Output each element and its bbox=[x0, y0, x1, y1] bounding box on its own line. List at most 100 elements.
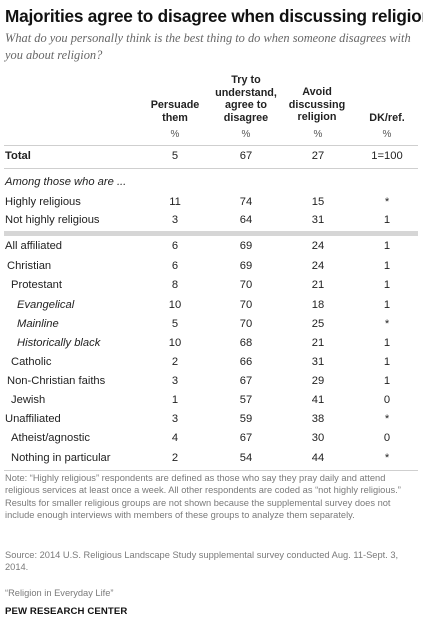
cell-persuade: 2 bbox=[171, 356, 179, 368]
cell-avoid: 44 bbox=[311, 452, 325, 464]
cell-persuade: 8 bbox=[171, 279, 179, 291]
chart-title: Majorities agree to disagree when discus… bbox=[5, 6, 423, 26]
cell-persuade: 11 bbox=[169, 196, 181, 208]
cell-persuade: 3 bbox=[171, 214, 179, 226]
table-row: Catholic 2 66 31 1 bbox=[0, 356, 423, 376]
table-row: Evangelical 10 70 18 1 bbox=[0, 299, 423, 319]
cell-dkref: 1 bbox=[383, 356, 391, 368]
table-row: Christian 6 69 24 1 bbox=[0, 260, 423, 280]
organization-credit: PEW RESEARCH CENTER bbox=[5, 606, 128, 617]
report-title: “Religion in Everyday Life” bbox=[5, 588, 114, 598]
column-header-avoid: Avoid discussing religion bbox=[288, 86, 346, 123]
chart-subtitle: What do you personally think is the best… bbox=[5, 31, 411, 62]
cell-avoid: 24 bbox=[311, 240, 325, 252]
column-header-dkref: DK/ref. bbox=[369, 112, 405, 124]
cell-dkref: * bbox=[384, 196, 390, 208]
cell-understand: 54 bbox=[239, 452, 253, 464]
cell-persuade: 5 bbox=[171, 150, 179, 162]
cell-dkref: 1 bbox=[383, 214, 391, 226]
column-header-persuade: Persuade them bbox=[150, 99, 200, 124]
cell-dkref: * bbox=[384, 452, 390, 464]
cell-avoid: 27 bbox=[311, 150, 325, 162]
table-row: Protestant 8 70 21 1 bbox=[0, 279, 423, 299]
column-unit-understand: % bbox=[241, 129, 251, 140]
row-label: Evangelical bbox=[17, 299, 75, 311]
row-label: Protestant bbox=[11, 279, 62, 291]
chart-source: Source: 2014 U.S. Religious Landscape St… bbox=[5, 550, 399, 573]
row-label: Mainline bbox=[17, 318, 59, 330]
row-label: Jewish bbox=[11, 394, 46, 406]
cell-understand: 70 bbox=[239, 279, 253, 291]
row-label: All affiliated bbox=[5, 240, 63, 252]
cell-persuade: 5 bbox=[171, 318, 179, 330]
row-divider bbox=[4, 168, 418, 169]
cell-avoid: 21 bbox=[311, 337, 325, 349]
cell-persuade: 6 bbox=[171, 260, 179, 272]
column-unit-dkref: % bbox=[382, 129, 392, 140]
cell-avoid: 38 bbox=[311, 413, 325, 425]
table-row: Jewish 1 57 41 0 bbox=[0, 394, 423, 414]
cell-avoid: 31 bbox=[311, 356, 325, 368]
table-row: Historically black 10 68 21 1 bbox=[0, 337, 423, 357]
cell-persuade: 3 bbox=[171, 375, 179, 387]
row-label: Catholic bbox=[11, 356, 52, 368]
cell-understand: 57 bbox=[239, 394, 253, 406]
cell-understand: 69 bbox=[239, 260, 253, 272]
row-label: Nothing in particular bbox=[11, 452, 111, 464]
row-label: Atheist/agnostic bbox=[11, 432, 90, 444]
column-header-understand: Try to understand, agree to disagree bbox=[215, 74, 277, 124]
cell-dkref: 1 bbox=[383, 260, 391, 272]
group-heading: Among those who are ... bbox=[5, 176, 127, 188]
cell-persuade: 3 bbox=[171, 413, 179, 425]
cell-understand: 70 bbox=[239, 299, 253, 311]
section-divider bbox=[4, 231, 418, 236]
table-row: Highly religious 11 74 15 * bbox=[0, 196, 423, 216]
cell-dkref: 1 bbox=[383, 337, 391, 349]
cell-understand: 68 bbox=[239, 337, 253, 349]
cell-dkref: 1 bbox=[383, 375, 391, 387]
row-label: Historically black bbox=[17, 337, 101, 349]
chart-note: Note: “Highly religious” respondents are… bbox=[5, 473, 401, 521]
cell-understand: 69 bbox=[239, 240, 253, 252]
cell-understand: 70 bbox=[239, 318, 253, 330]
cell-avoid: 29 bbox=[311, 375, 325, 387]
table-row: Nothing in particular 2 54 44 * bbox=[0, 452, 423, 472]
cell-dkref: 1=100 bbox=[371, 150, 403, 162]
cell-persuade: 2 bbox=[171, 452, 179, 464]
cell-dkref: 1 bbox=[383, 299, 391, 311]
table-row: Mainline 5 70 25 * bbox=[0, 318, 423, 338]
cell-persuade: 6 bbox=[171, 240, 179, 252]
cell-understand: 66 bbox=[239, 356, 253, 368]
cell-persuade: 10 bbox=[168, 299, 182, 311]
column-unit-persuade: % bbox=[170, 129, 180, 140]
table-row: Non-Christian faiths 3 67 29 1 bbox=[0, 375, 423, 395]
cell-avoid: 41 bbox=[311, 394, 325, 406]
row-label: Non-Christian faiths bbox=[7, 375, 106, 387]
row-label: Unaffiliated bbox=[5, 413, 61, 425]
cell-dkref: 1 bbox=[383, 240, 391, 252]
cell-dkref: 1 bbox=[383, 279, 391, 291]
column-unit-avoid: % bbox=[313, 129, 323, 140]
cell-dkref: * bbox=[384, 318, 390, 330]
cell-dkref: 0 bbox=[383, 432, 391, 444]
row-label: Christian bbox=[7, 260, 52, 272]
cell-understand: 67 bbox=[239, 150, 253, 162]
cell-avoid: 25 bbox=[311, 318, 325, 330]
table-bottom-divider bbox=[4, 470, 418, 471]
table-row: Total 5 67 27 1=100 bbox=[0, 150, 423, 170]
cell-understand: 64 bbox=[239, 214, 253, 226]
cell-avoid: 21 bbox=[311, 279, 325, 291]
cell-persuade: 1 bbox=[171, 394, 179, 406]
cell-avoid: 30 bbox=[311, 432, 325, 444]
cell-dkref: * bbox=[384, 413, 390, 425]
row-label: Not highly religious bbox=[5, 214, 100, 226]
table-row: Unaffiliated 3 59 38 * bbox=[0, 413, 423, 433]
cell-persuade: 10 bbox=[168, 337, 182, 349]
cell-understand: 59 bbox=[239, 413, 253, 425]
row-label: Total bbox=[5, 150, 31, 162]
cell-understand: 74 bbox=[239, 196, 253, 208]
table-row: Not highly religious 3 64 31 1 bbox=[0, 214, 423, 234]
table-row: All affiliated 6 69 24 1 bbox=[0, 240, 423, 260]
header-divider bbox=[4, 145, 418, 146]
